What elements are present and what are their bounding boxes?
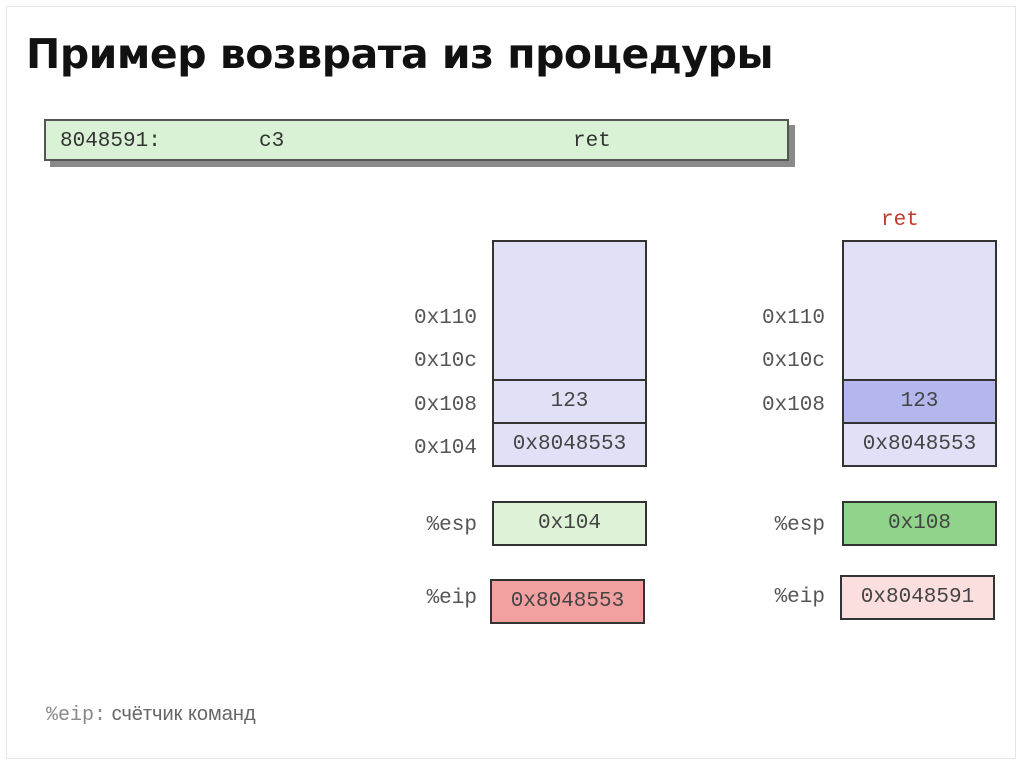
stack-cell-0x104: 0x8048553 — [492, 422, 647, 467]
page-title: Пример возврата из процедуры — [26, 30, 774, 78]
esp-register: 0x104 — [492, 501, 647, 546]
stack-cell-0x108: 123 — [492, 379, 647, 424]
address-label-0x10c: 0x10c — [761, 350, 825, 373]
eip-label: %eip — [426, 587, 477, 610]
instruction-mnemonic: ret — [573, 130, 611, 153]
eip-label: %eip — [774, 586, 825, 609]
esp-label: %esp — [426, 514, 477, 537]
address-label-0x108: 0x108 — [413, 394, 477, 417]
footnote: %eip: счётчик команд — [46, 703, 256, 727]
footnote-text: счётчик команд — [111, 703, 256, 725]
instruction-box: 8048591: c3 ret — [44, 119, 789, 161]
address-label-0x108: 0x108 — [761, 394, 825, 417]
stack-cell-0x104: 0x8048553 — [842, 422, 997, 467]
instruction-address: 8048591: — [60, 130, 161, 153]
address-label-0x10c: 0x10c — [413, 350, 477, 373]
eip-register: 0x8048553 — [490, 579, 645, 624]
address-label-0x110: 0x110 — [413, 307, 477, 330]
eip-register: 0x8048591 — [840, 575, 995, 620]
instruction-bytes: c3 — [259, 130, 285, 153]
operation-label: ret — [881, 209, 919, 232]
slide-frame — [6, 6, 1016, 759]
esp-label: %esp — [774, 514, 825, 537]
address-label-0x110: 0x110 — [761, 307, 825, 330]
stack-upper-region — [842, 240, 997, 381]
stack-cell-0x108: 123 — [842, 379, 997, 424]
stack-upper-region — [492, 240, 647, 381]
esp-register: 0x108 — [842, 501, 997, 546]
footnote-register: %eip: — [46, 704, 107, 727]
address-label-0x104: 0x104 — [413, 437, 477, 460]
